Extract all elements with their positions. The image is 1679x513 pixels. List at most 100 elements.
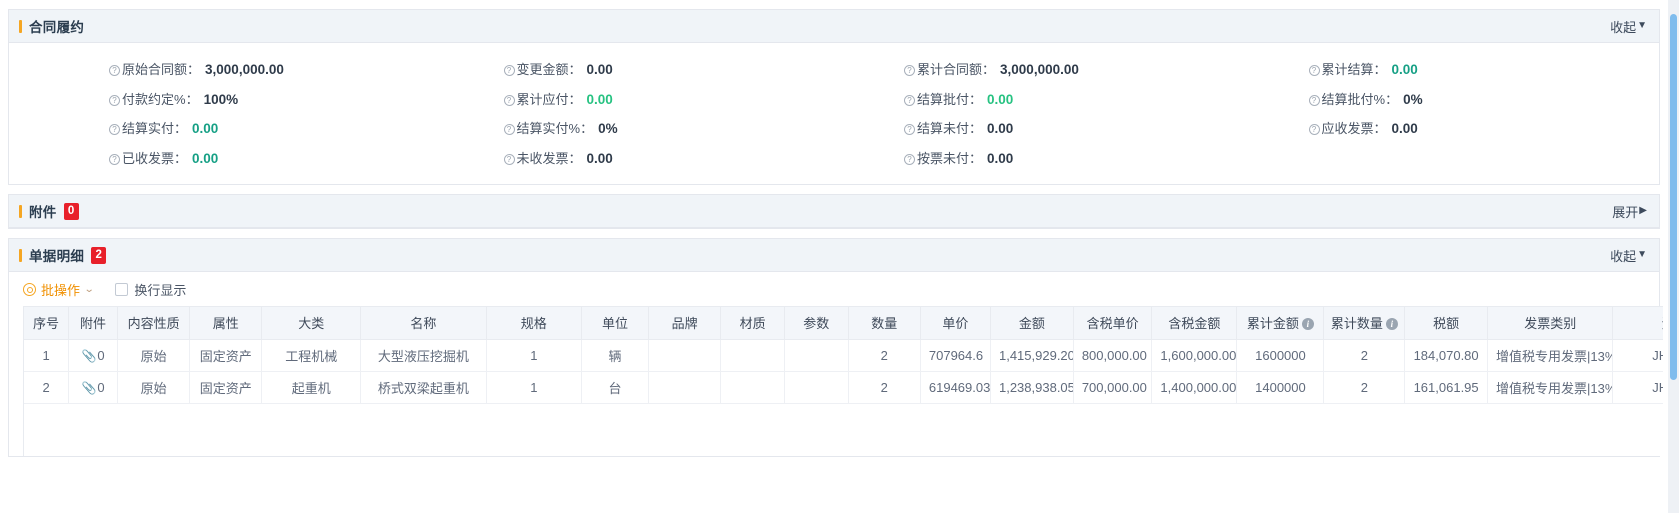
cell-spec[interactable]: 1 — [486, 339, 583, 372]
cell-brand[interactable] — [648, 371, 722, 404]
column-header-price[interactable]: 单价 — [920, 307, 991, 340]
detail-table-scroll[interactable]: 序号 附件 内容性质 属性 大类 名称 规格 单位 品牌 材质 参数 数量 单价 金额 含税单价 含税金额 累计… — [23, 306, 1663, 456]
column-header-unit[interactable]: 单位 — [581, 307, 650, 340]
table-row[interactable]: 2 📎0 原始 固定资产 起重机 桥式双梁起重机 1 台 2 619469.03 1,238,938… — [24, 371, 1663, 404]
cell-attribute[interactable]: 固定资产 — [189, 371, 263, 404]
cell-category[interactable]: 工程机械 — [261, 339, 362, 372]
cell-acc_amount[interactable]: 1400000 — [1236, 371, 1325, 404]
paperclip-icon[interactable]: 📎 — [81, 380, 97, 395]
column-header-acc_amount[interactable]: 累计金额 i — [1236, 307, 1325, 340]
column-header-tax[interactable]: 税额 — [1404, 307, 1489, 340]
help-icon[interactable]: ? — [904, 124, 915, 136]
cell-param[interactable] — [784, 339, 849, 372]
cell-amount[interactable]: 1,415,929.20 — [990, 339, 1074, 372]
column-header-attach[interactable]: 附件 — [68, 307, 118, 340]
cell-brand[interactable] — [648, 339, 722, 372]
cell-param[interactable] — [784, 371, 849, 404]
column-header-spec[interactable]: 规格 — [486, 307, 583, 340]
help-icon[interactable]: ? — [1308, 124, 1320, 136]
cell-attach[interactable]: 📎0 — [68, 339, 118, 372]
cell-tax_amount[interactable]: 1,400,000.00 — [1151, 371, 1238, 404]
help-icon[interactable]: ? — [503, 124, 515, 136]
help-icon[interactable]: ? — [1308, 94, 1320, 106]
info-icon[interactable]: i — [1301, 318, 1314, 331]
vertical-scrollbar-thumb[interactable] — [1670, 14, 1677, 380]
cell-name[interactable]: 大型液压挖掘机 — [360, 339, 487, 372]
cell-category[interactable]: 起重机 — [261, 371, 362, 404]
cell-price[interactable]: 619469.03 — [920, 371, 991, 404]
wrap-display-checkbox[interactable]: 换行显示 — [115, 280, 186, 299]
table-row[interactable]: 1 📎0 原始 固定资产 工程机械 大型液压挖掘机 1 辆 2 707964.6 1,415,929… — [24, 339, 1663, 372]
cell-seq[interactable]: 1 — [24, 339, 70, 372]
column-header-param[interactable]: 参数 — [784, 307, 849, 340]
cell-tax_amount[interactable]: 1,600,000.00 — [1151, 339, 1238, 372]
cell-material[interactable] — [720, 339, 785, 372]
cell-name[interactable]: 桥式双梁起重机 — [360, 371, 487, 404]
column-header-label: 累计金额 — [1246, 316, 1299, 332]
paperclip-icon[interactable]: 📎 — [81, 348, 97, 363]
cell-seq[interactable]: 2 — [24, 371, 70, 404]
cell-tax[interactable]: 161,061.95 — [1404, 371, 1489, 404]
column-header-invoice[interactable]: 发票类别 — [1487, 307, 1614, 340]
detail-collapse-toggle[interactable]: 收起 ▼ — [1610, 246, 1647, 265]
cell-nature[interactable]: 原始 — [117, 371, 191, 404]
attachment-toggle-label: 展开 — [1612, 204, 1639, 220]
attachment-expand-toggle[interactable]: 展开 ▶ — [1612, 202, 1647, 221]
batch-operation-button[interactable]: 批操作 ⌄ — [23, 280, 95, 299]
contract-collapse-toggle[interactable]: 收起 ▼ — [1610, 17, 1647, 36]
column-header-qty[interactable]: 数量 — [848, 307, 921, 340]
cell-acc_qty[interactable]: 2 — [1323, 371, 1406, 404]
column-header-category[interactable]: 大类 — [261, 307, 362, 340]
cell-tax_price[interactable]: 700,000.00 — [1073, 371, 1153, 404]
kpi-colon: ： — [185, 91, 199, 107]
column-header-tax_amount[interactable]: 含税金额 — [1151, 307, 1238, 340]
cell-acc_qty[interactable]: 2 — [1323, 339, 1406, 372]
cell-material[interactable] — [720, 371, 785, 404]
info-icon[interactable]: i — [1385, 318, 1398, 331]
help-icon[interactable]: ? — [503, 153, 515, 165]
cell-qty[interactable]: 2 — [848, 371, 921, 404]
cell-acc_amount[interactable]: 1600000 — [1236, 339, 1325, 372]
help-icon[interactable]: ? — [904, 153, 915, 165]
cell-tax_price[interactable]: 800,000.00 — [1073, 339, 1153, 372]
help-icon[interactable]: ? — [503, 65, 515, 77]
cell-price[interactable]: 707964.6 — [920, 339, 991, 372]
column-header-amount[interactable]: 金额 — [990, 307, 1074, 340]
column-header-name[interactable]: 名称 — [360, 307, 487, 340]
cell-invoice[interactable]: 增值税专用发票|13% — [1487, 339, 1614, 372]
kpi-colon: ： — [1373, 62, 1387, 78]
cell-unit[interactable]: 台 — [581, 371, 650, 404]
column-header-seq[interactable]: 序号 — [24, 307, 70, 340]
help-icon[interactable]: ? — [109, 124, 120, 136]
column-header-attribute[interactable]: 属性 — [189, 307, 263, 340]
column-header-acc_qty[interactable]: 累计数量 i — [1323, 307, 1406, 340]
cell-fund[interactable]: JHZF — [1612, 371, 1663, 404]
cell-nature[interactable]: 原始 — [117, 339, 191, 372]
help-icon[interactable]: ? — [109, 65, 120, 77]
cell-fund[interactable]: JHZF — [1612, 339, 1663, 372]
help-icon[interactable]: ? — [1308, 65, 1320, 77]
cell-unit[interactable]: 辆 — [581, 339, 650, 372]
column-header-label: 含税单价 — [1086, 316, 1139, 332]
cell-amount[interactable]: 1,238,938.05 — [990, 371, 1074, 404]
help-icon[interactable]: ? — [109, 94, 120, 106]
column-header-label: 数量 — [871, 316, 898, 332]
cell-attribute[interactable]: 固定资产 — [189, 339, 263, 372]
cell-attach[interactable]: 📎0 — [68, 371, 118, 404]
cell-spec[interactable]: 1 — [486, 371, 583, 404]
help-icon[interactable]: ? — [904, 94, 915, 106]
column-header-brand[interactable]: 品牌 — [648, 307, 722, 340]
column-header-fund[interactable]: 资 — [1612, 307, 1663, 340]
vertical-scrollbar[interactable] — [1668, 0, 1679, 513]
help-icon[interactable]: ? — [109, 153, 120, 165]
cell-tax[interactable]: 184,070.80 — [1404, 339, 1489, 372]
caret-down-icon: ▼ — [1637, 20, 1647, 31]
help-icon[interactable]: ? — [503, 94, 515, 106]
column-header-material[interactable]: 材质 — [720, 307, 785, 340]
column-header-tax_price[interactable]: 含税单价 — [1073, 307, 1153, 340]
column-header-nature[interactable]: 内容性质 — [117, 307, 191, 340]
cell-qty[interactable]: 2 — [848, 339, 921, 372]
help-icon[interactable]: ? — [904, 65, 915, 77]
column-header-label: 单价 — [942, 316, 969, 332]
cell-invoice[interactable]: 增值税专用发票|13% — [1487, 371, 1614, 404]
